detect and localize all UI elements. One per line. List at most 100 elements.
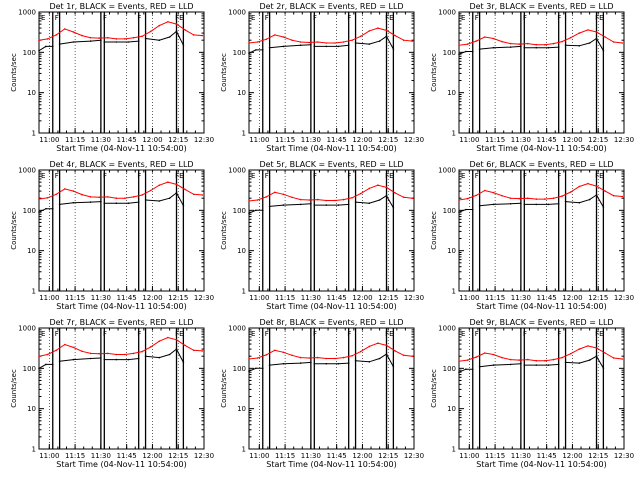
events-data-point	[168, 353, 171, 356]
x-tick-label: 11:00	[39, 294, 59, 302]
lld-data-point	[167, 181, 169, 183]
lld-data-point	[587, 29, 589, 31]
events-series-segment	[176, 31, 184, 46]
lld-data-point	[158, 184, 161, 186]
events-data-point	[465, 368, 467, 371]
lld-data-point	[351, 39, 353, 41]
lld-data-point	[552, 358, 555, 361]
x-tick-label: 12:30	[614, 136, 634, 144]
events-data-point	[103, 41, 106, 43]
lld-data-point	[475, 194, 478, 197]
events-data-point	[310, 203, 312, 205]
state-annotation: E	[251, 172, 255, 180]
events-series-segment	[355, 195, 387, 204]
lld-data-point	[385, 344, 388, 347]
events-series-segment	[145, 31, 177, 41]
y-tick-label: 100	[233, 49, 246, 57]
lld-data-point	[64, 343, 66, 346]
lld-series-line	[459, 29, 623, 46]
events-series-segment	[269, 361, 311, 366]
events-data-point	[535, 364, 538, 366]
lld-data-point	[256, 41, 259, 43]
y-tick-label: 100	[443, 365, 456, 373]
events-series-segment	[104, 358, 139, 361]
events-data-point	[378, 40, 381, 42]
state-annotation: F	[523, 330, 527, 338]
events-data-point	[127, 202, 130, 204]
lld-data-point	[274, 191, 276, 194]
lld-data-point	[299, 356, 302, 359]
state-annotation: FE	[595, 172, 603, 180]
lld-data-point	[334, 357, 336, 360]
events-series-segment	[386, 353, 394, 367]
x-tick-label: 12:15	[588, 452, 608, 460]
lld-data-point	[141, 35, 143, 38]
lld-data-point	[256, 357, 259, 359]
events-data-point	[564, 44, 567, 46]
y-tick-label: 100	[233, 207, 246, 215]
lld-data-point	[578, 185, 581, 188]
events-data-point	[72, 41, 75, 43]
lld-data-point	[501, 194, 503, 197]
x-tick-label: 12:00	[352, 294, 372, 302]
lld-data-point	[291, 39, 293, 41]
state-annotation: F	[557, 330, 561, 338]
events-data-point	[492, 46, 495, 49]
events-series-segment	[479, 45, 521, 50]
events-data-point	[347, 203, 350, 206]
lld-data-point	[561, 195, 563, 197]
x-tick-label: 11:30	[91, 136, 111, 144]
panel-det-9: Det 9r, BLACK = Events, RED = LLD 1 10 100 1…	[430, 318, 634, 469]
x-tick-label: 11:30	[511, 452, 531, 460]
events-data-point	[127, 41, 130, 43]
panel-det-8: Det 8r, BLACK = Events, RED = LLD 1 10 100 1…	[220, 318, 424, 469]
events-data-point	[168, 197, 171, 199]
x-tick-label: 11:00	[39, 452, 59, 460]
lld-data-point	[81, 34, 83, 37]
lld-data-point	[527, 358, 529, 361]
lld-data-point	[458, 360, 460, 363]
x-tick-label: 12:00	[352, 136, 372, 144]
lld-data-point	[604, 352, 606, 354]
lld-data-point	[175, 23, 178, 25]
events-data-point	[557, 203, 560, 205]
state-annotation: F	[557, 14, 561, 22]
events-data-point	[158, 200, 161, 202]
lld-data-point	[595, 31, 598, 33]
y-tick-label: 1	[242, 288, 246, 296]
lld-data-point	[492, 353, 495, 356]
events-data-point	[492, 364, 495, 366]
lld-data-point	[368, 345, 371, 348]
x-axis-label: Start Time (04-Nov-11 10:54:00)	[56, 302, 186, 311]
events-data-point	[509, 363, 512, 366]
y-tick-label: 10	[447, 405, 456, 413]
y-tick-label: 10	[237, 247, 246, 255]
lld-data-point	[612, 194, 615, 197]
lld-data-point	[587, 182, 589, 185]
lld-data-point	[394, 34, 396, 37]
lld-data-point	[291, 196, 293, 199]
events-data-point	[168, 36, 171, 38]
events-data-point	[458, 53, 460, 55]
events-data-point	[175, 192, 178, 194]
events-series-segment	[386, 195, 394, 209]
x-tick-label: 12:15	[378, 294, 398, 302]
lld-data-point	[368, 187, 371, 190]
y-tick-label: 10	[27, 89, 36, 97]
events-data-point	[547, 364, 550, 366]
events-data-point	[262, 49, 264, 51]
lld-data-point	[299, 198, 302, 201]
lld-data-point	[282, 36, 285, 38]
x-tick-label: 11:45	[537, 136, 557, 144]
x-tick-label: 11:00	[249, 136, 269, 144]
lld-data-point	[291, 354, 293, 357]
events-data-point	[547, 203, 550, 206]
panel-det-7: Det 7r, BLACK = Events, RED = LLD 1 10 100 1…	[10, 318, 214, 469]
lld-series-line	[39, 181, 203, 200]
lld-data-point	[342, 198, 345, 201]
lld-data-point	[107, 352, 109, 355]
events-data-point	[268, 205, 271, 208]
x-tick-label: 11:30	[91, 294, 111, 302]
panel-det-5: Det 5r, BLACK = Events, RED = LLD 1 10 100 1…	[220, 160, 424, 311]
lld-data-point	[184, 344, 186, 347]
